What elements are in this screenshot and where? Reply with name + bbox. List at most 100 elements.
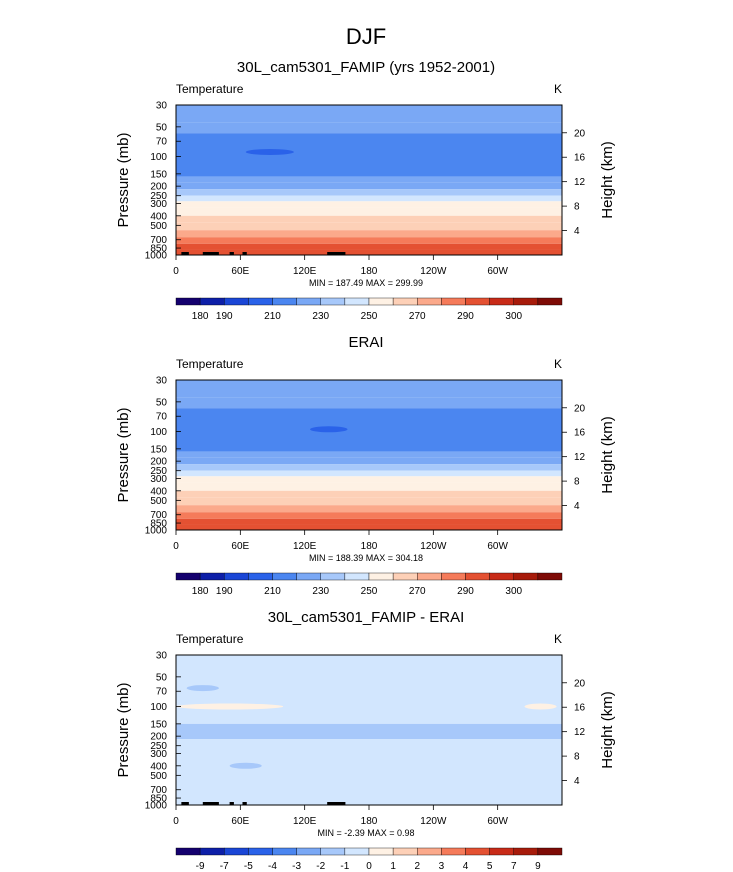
lon-tick-label: 0 — [173, 541, 179, 552]
colorbar-box — [320, 572, 346, 581]
colorbar-label: 3 — [439, 861, 445, 872]
colorbar-box — [344, 572, 370, 581]
pressure-tick-label: 250 — [150, 191, 167, 202]
lon-tick-label: 180 — [361, 541, 378, 552]
colorbar-label: 0 — [366, 861, 372, 872]
pressure-tick-label: 100 — [150, 152, 167, 163]
contour-feature — [245, 148, 294, 155]
height-tick-label: 20 — [574, 128, 586, 139]
y-axis-right-title: Height (km) — [599, 416, 616, 494]
contour-band — [176, 133, 562, 177]
colorbar-box — [199, 297, 225, 306]
colorbar-box — [175, 572, 201, 581]
panel-left-label: Temperature — [176, 82, 244, 96]
contour-feature — [186, 685, 219, 692]
contour-band — [176, 490, 562, 498]
colorbar-box — [320, 297, 346, 306]
pressure-tick-label: 30 — [156, 376, 168, 387]
colorbar-box — [392, 297, 418, 306]
minmax-label: MIN = 188.39 MAX = 304.18 — [309, 553, 423, 563]
colorbar-label: 270 — [409, 586, 426, 597]
colorbar-box — [465, 297, 490, 306]
pressure-tick-label: 100 — [150, 702, 167, 713]
height-tick-label: 8 — [574, 752, 580, 763]
contour-band — [176, 739, 562, 805]
colorbar-label: 300 — [505, 311, 522, 322]
colorbar-box — [320, 847, 346, 856]
pressure-tick-label: 100 — [150, 427, 167, 438]
pressure-tick-label: 850 — [150, 794, 167, 805]
pressure-tick-label: 300 — [150, 749, 167, 760]
lon-tick-label: 120W — [420, 541, 447, 552]
colorbar-label: -5 — [244, 861, 253, 872]
pressure-tick-label: 70 — [156, 412, 168, 423]
topography-mask — [181, 802, 189, 805]
minmax-label: MIN = 187.49 MAX = 299.99 — [309, 278, 423, 288]
colorbar-box — [513, 847, 539, 856]
contour-band — [176, 512, 562, 519]
colorbar-label: 190 — [216, 586, 233, 597]
colorbar-box — [368, 297, 394, 306]
colorbar-box — [296, 297, 321, 306]
colorbar-label: 250 — [361, 586, 378, 597]
colorbar-box — [465, 572, 490, 581]
contour-feature — [310, 426, 348, 433]
colorbar-box — [537, 297, 563, 306]
pressure-tick-label: 1000 — [145, 526, 168, 537]
contour-band — [176, 397, 562, 409]
colorbar-label: -3 — [292, 861, 301, 872]
panel-title: 30L_cam5301_FAMIP (yrs 1952-2001) — [237, 59, 495, 76]
pressure-tick-label: 250 — [150, 741, 167, 752]
lon-tick-label: 0 — [173, 816, 179, 827]
pressure-tick-label: 500 — [150, 771, 167, 782]
contour-band — [176, 524, 562, 530]
lon-tick-label: 60W — [487, 816, 508, 827]
lon-tick-label: 60E — [231, 541, 249, 552]
topography-mask — [202, 802, 219, 805]
pressure-tick-label: 200 — [150, 457, 167, 468]
contour-band — [176, 243, 562, 250]
contour-band — [176, 249, 562, 255]
lon-tick-label: 120E — [293, 541, 317, 552]
contour-band — [176, 122, 562, 134]
pressure-tick-label: 400 — [150, 486, 167, 497]
colorbar-box — [224, 572, 249, 581]
contour-band — [176, 201, 562, 208]
contour-band — [176, 464, 562, 471]
colorbar-label: 290 — [457, 586, 474, 597]
colorbar-box — [296, 847, 321, 856]
colorbar-box — [199, 847, 225, 856]
topography-mask — [202, 252, 219, 255]
contour-feature — [347, 703, 391, 710]
colorbar-label: 300 — [505, 586, 522, 597]
pressure-tick-label: 30 — [156, 101, 168, 112]
colorbar-box — [199, 572, 225, 581]
colorbar-box — [296, 572, 321, 581]
lon-tick-label: 180 — [361, 816, 378, 827]
contour-band — [176, 189, 562, 196]
colorbar-box — [368, 847, 394, 856]
colorbar-box — [392, 847, 418, 856]
colorbar-box — [441, 297, 466, 306]
lon-tick-label: 180 — [361, 266, 378, 277]
colorbar-label: 180 — [192, 311, 209, 322]
pressure-tick-label: 150 — [150, 169, 167, 180]
colorbar-label: 230 — [312, 311, 329, 322]
pressure-tick-label: 700 — [150, 785, 167, 796]
height-tick-label: 20 — [574, 678, 586, 689]
contour-band — [176, 408, 562, 452]
contour-band — [176, 105, 562, 123]
colorbar-box — [248, 297, 273, 306]
contour-band — [176, 222, 562, 231]
topography-mask — [229, 252, 234, 255]
contour-band — [176, 497, 562, 506]
pressure-tick-label: 300 — [150, 474, 167, 485]
topography-mask — [242, 252, 247, 255]
colorbar-box — [513, 297, 539, 306]
pressure-tick-label: 1000 — [145, 801, 168, 812]
contour-band — [176, 457, 562, 465]
contour-band — [176, 451, 562, 458]
height-tick-label: 4 — [574, 226, 580, 237]
contour-band — [176, 518, 562, 525]
